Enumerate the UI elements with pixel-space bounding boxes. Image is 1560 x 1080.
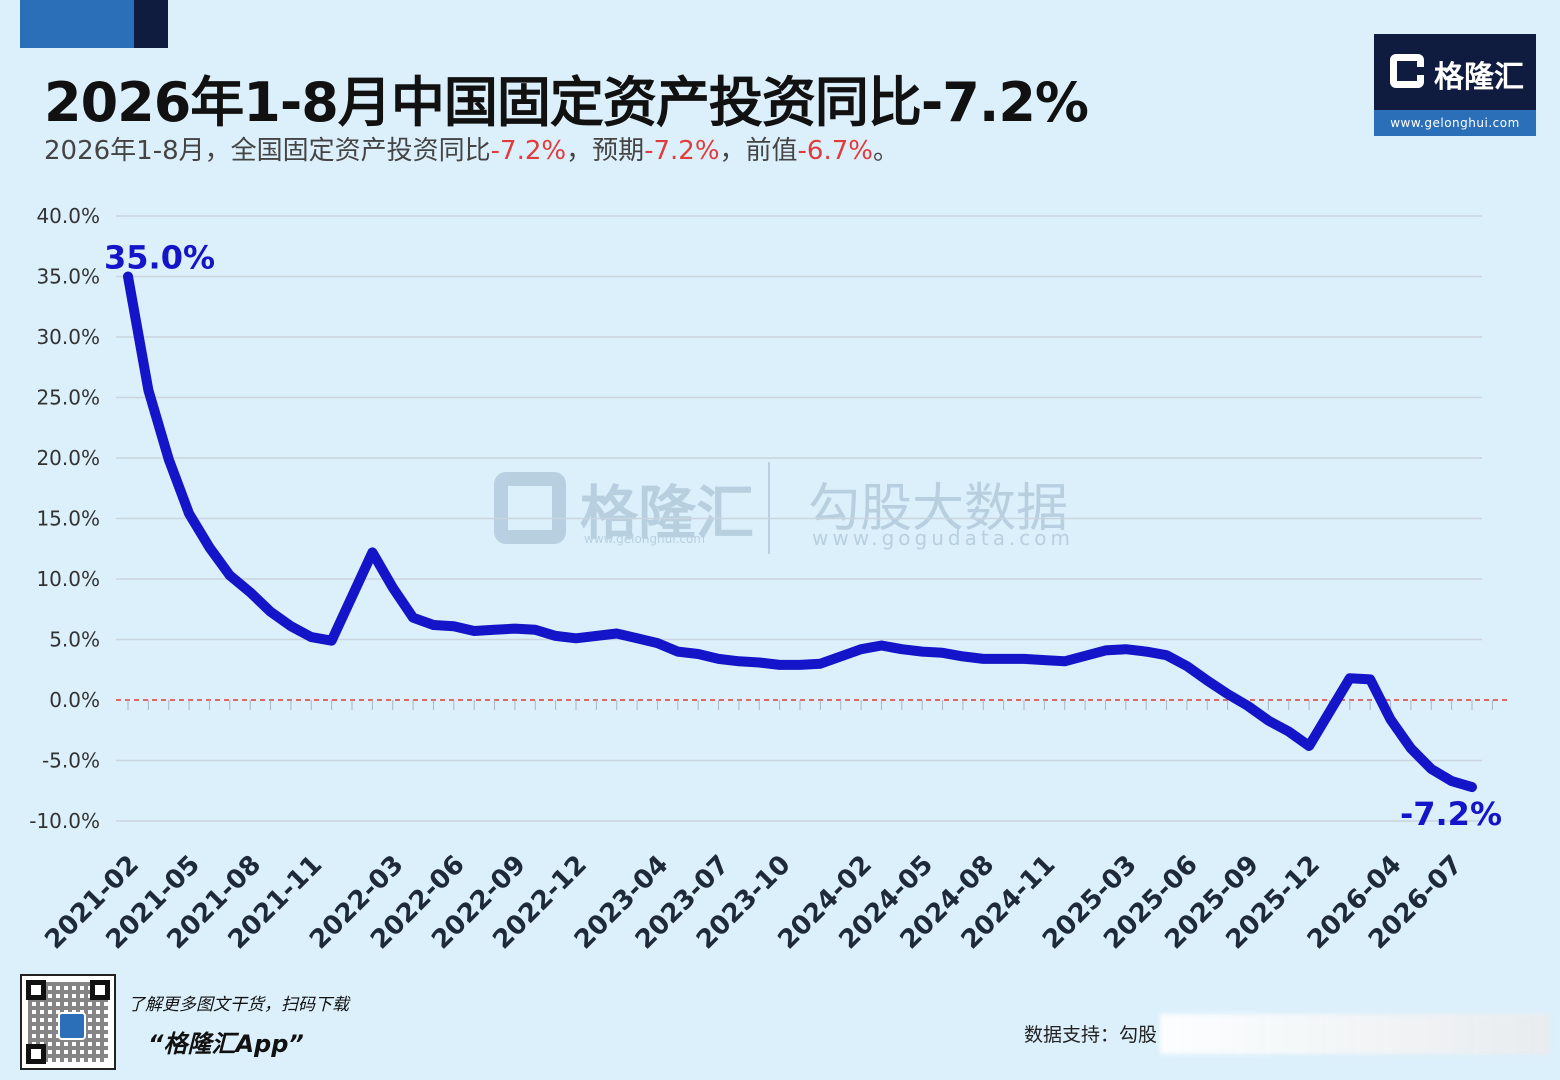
subtitle-previous-label: ，前值: [719, 136, 798, 166]
footer-app-name: “格隆汇App”: [148, 1030, 304, 1058]
y-tick-label: 30.0%: [36, 325, 100, 349]
data-source-label: 数据支持：勾股: [1024, 1024, 1158, 1046]
series-line: [123, 271, 1477, 793]
page-subtitle: 2026年1-8月，全国固定资产投资同比-7.2%，预期-7.2%，前值-6.7…: [44, 130, 899, 167]
qr-finder-tr: [90, 980, 110, 1000]
qr-logo-icon: [58, 1012, 86, 1040]
subtitle-suffix: 。: [872, 136, 899, 166]
y-tick-label: 40.0%: [36, 204, 100, 228]
y-tick-label: 25.0%: [36, 386, 100, 410]
y-tick-label: 20.0%: [36, 446, 100, 470]
top-accent-bar-dark: [134, 0, 168, 48]
y-tick-label: 15.0%: [36, 507, 100, 531]
annotations: 35.0% -7.2%: [104, 239, 1502, 834]
footer-promo-text: 了解更多图文干货，扫码下载: [128, 995, 349, 1015]
y-tick-label: 35.0%: [36, 265, 100, 289]
y-tick-label: 5.0%: [49, 628, 100, 652]
series-layer: [123, 271, 1477, 793]
page-title: 2026年1-8月中国固定资产投资同比-7.2%: [44, 71, 1089, 134]
subtitle-expected-value: -7.2%: [644, 136, 720, 166]
blurred-overlay: [1160, 1014, 1550, 1054]
subtitle-actual-value: -7.2%: [490, 136, 567, 166]
top-accent-bar: [20, 0, 134, 48]
subtitle-expected-label: ，预期: [566, 136, 645, 166]
end-value-label: -7.2%: [1400, 795, 1502, 833]
logo-url: www.gelonghui.com: [1374, 110, 1536, 136]
logo-brand-name: 格隆汇: [1434, 60, 1524, 95]
qr-finder-tl: [26, 980, 46, 1000]
grid-lines: [116, 215, 1508, 822]
subtitle-prefix: 2026年1-8月，全国固定资产投资同比: [44, 136, 491, 166]
y-tick-label: 0.0%: [49, 688, 100, 712]
brand-logo[interactable]: 格隆汇 www.gelonghui.com: [1374, 34, 1536, 136]
start-value-label: 35.0%: [104, 239, 215, 277]
y-tick-label: 10.0%: [36, 567, 100, 591]
x-axis-ticks: 2021-022021-052021-082021-112022-032022-…: [39, 700, 1493, 955]
y-tick-label: -10.0%: [29, 809, 100, 833]
g-logo-icon: [1390, 54, 1424, 88]
qr-finder-bl: [26, 1044, 46, 1064]
subtitle-previous-value: -6.7%: [797, 136, 873, 166]
y-axis-ticks: 40.0% 35.0% 30.0% 25.0% 20.0% 15.0% 10.0% 5.0% 0…: [29, 204, 100, 833]
qr-code[interactable]: [20, 974, 116, 1070]
y-tick-label: -5.0%: [42, 749, 100, 773]
